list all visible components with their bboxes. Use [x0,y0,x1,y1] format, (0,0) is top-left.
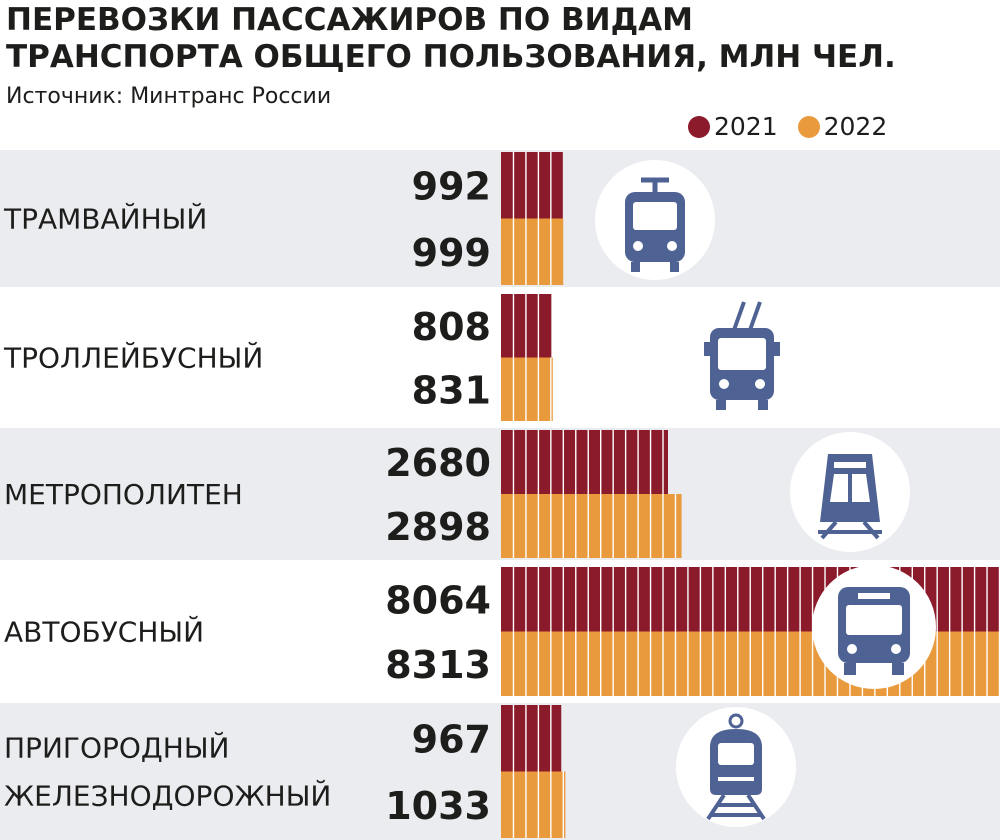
bus-window [846,605,902,635]
bus-sign [858,593,890,599]
trolleybus-light [719,379,729,389]
tram-light [633,241,643,251]
trolleybus-wheel [758,400,768,410]
bar-2021 [501,430,668,494]
legend-swatch-2022 [797,115,820,138]
value-label-2021: 967 [412,717,491,761]
value-label-2021: 8064 [385,578,491,622]
bar-2022-fill [501,771,566,838]
legend-label-2022: 2022 [823,112,888,141]
legend-item-2022: 2022 [797,112,888,141]
train-icon [676,707,796,827]
value-label-2022: 8313 [385,643,491,687]
trolleybus-pole [748,301,762,331]
bar-2021-fill [501,152,563,219]
bar-2022 [501,494,682,558]
category-label: ПРИГОРОДНЫЙ [4,731,230,765]
bar-2022 [501,218,564,285]
trolleybus-window [718,338,766,370]
value-label-2021: 992 [412,164,491,208]
value-label-2022: 999 [412,231,491,275]
trolleybus-mirror [774,342,780,356]
bar-2021-fill [501,705,562,772]
bar-2022 [501,771,566,838]
chart-title-line-1: ПЕРЕВОЗКИ ПАССАЖИРОВ ПО ВИДАМ [6,2,694,38]
value-label-2021: 2680 [385,441,491,485]
trolleybus-icon [704,301,780,410]
chart-title: ПЕРЕВОЗКИ ПАССАЖИРОВ ПО ВИДАМ ТРАНСПОРТА… [6,2,896,76]
trolleybus-wheel [716,400,726,410]
row-background [0,703,1000,840]
legend-item-2021: 2021 [688,112,778,141]
trolleybus-pole [732,301,746,331]
bus-light [891,644,901,654]
bar-2021 [501,294,552,358]
row-background [0,150,1000,287]
bar-2021 [501,705,562,772]
chart-legend: 2021 2022 [688,112,907,141]
bar-2022-fill [501,357,553,421]
legend-swatch-2021 [688,115,710,138]
bus-wheel [844,663,856,675]
bar-2021 [501,152,563,219]
tram-light [667,241,677,251]
tram-icon [595,160,715,280]
bar-2022 [501,357,553,421]
train-stripe [718,777,754,781]
metro-icon [790,432,910,552]
train-headlight [728,713,744,729]
category-label: АВТОБУСНЫЙ [4,615,204,649]
value-label-2021: 808 [412,305,491,349]
value-label-2022: 2898 [385,505,491,549]
chart-source: Источник: Минтранс России [6,84,332,109]
category-label: МЕТРОПОЛИТЕН [4,478,243,511]
value-label-2022: 831 [412,368,491,412]
tram-window [633,202,677,230]
row-background [0,292,1000,423]
bar-2021-fill [501,430,668,494]
tram-wheel [631,262,640,272]
train-window [718,743,754,765]
category-label: ТРАМВАЙНЫЙ [3,202,207,236]
bus-light [847,644,857,654]
bus-wheel [892,663,904,675]
tram-wheel [670,262,679,272]
trolleybus-light [755,379,765,389]
category-label: ЖЕЛЕЗНОДОРОЖНЫЙ [4,779,331,813]
legend-label-2021: 2021 [714,112,778,141]
bus-icon [812,565,936,689]
bar-2022-fill [501,494,682,558]
metro-top-stripe [834,462,866,468]
value-label-2022: 1033 [385,784,491,828]
bar-2022-fill [501,218,564,285]
category-label: ТРОЛЛЕЙБУСНЫЙ [3,341,263,375]
trolleybus-mirror [704,342,710,356]
chart-title-line-2: ТРАНСПОРТА ОБЩЕГО ПОЛЬЗОВАНИЯ, МЛН ЧЕЛ. [6,39,896,75]
